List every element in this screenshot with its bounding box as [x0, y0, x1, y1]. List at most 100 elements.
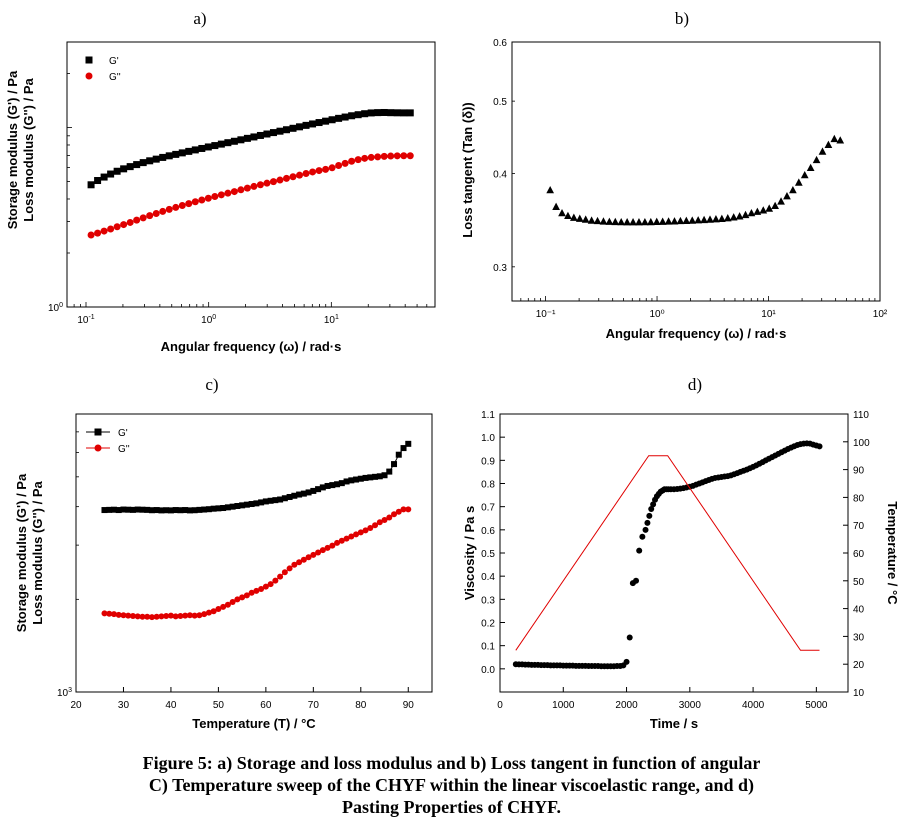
data-point [94, 229, 102, 237]
data-point [144, 506, 151, 513]
data-point [286, 565, 293, 572]
series-b-0 [546, 134, 845, 226]
data-point [100, 227, 108, 235]
x-tick-label: 50 [213, 700, 225, 711]
data-point [146, 157, 154, 165]
data-point [348, 477, 355, 484]
data-point [393, 152, 401, 160]
data-point [230, 188, 238, 196]
data-point [291, 492, 298, 499]
x-tick-label: 5000 [805, 700, 828, 711]
x-tick-label: 70 [308, 700, 320, 711]
y-tick-label: 0.1 [481, 642, 495, 653]
data-point [253, 587, 260, 594]
data-point [139, 613, 146, 620]
data-point [348, 533, 355, 540]
x-tick-label: 10² [873, 309, 888, 320]
data-point [806, 163, 815, 172]
data-point [319, 484, 326, 491]
y-tick-label: 0.8 [481, 480, 495, 491]
data-point [387, 109, 395, 117]
y-tick-label: 0.6 [481, 526, 495, 537]
data-point [300, 490, 307, 497]
data-point [234, 502, 241, 509]
data-point [101, 507, 108, 514]
series-line [515, 455, 820, 651]
data-point [215, 505, 222, 512]
data-point [134, 613, 141, 620]
x-tick-label: 30 [118, 700, 130, 711]
data-point [158, 507, 165, 514]
data-point [243, 592, 250, 599]
data-point [159, 207, 167, 215]
data-point [281, 495, 288, 502]
data-point [94, 177, 102, 185]
data-point [335, 161, 343, 169]
data-point [406, 109, 414, 117]
data-point [688, 216, 697, 224]
data-point [250, 182, 258, 190]
y-axis-title: Viscosity / Pa s [462, 506, 477, 600]
data-point [617, 217, 626, 226]
x-axis-title: Angular frequency (ω) / rad·s [606, 326, 787, 341]
data-point [664, 217, 673, 225]
data-point [243, 184, 251, 192]
data-point [201, 611, 208, 618]
data-point [639, 533, 646, 540]
series-c-0 [101, 440, 412, 514]
data-point [309, 120, 317, 128]
data-point [267, 581, 274, 588]
data-point [167, 507, 174, 514]
data-point [163, 507, 170, 514]
data-point [635, 218, 643, 226]
data-point [381, 517, 388, 524]
plot-frame [499, 413, 849, 693]
data-point [646, 512, 653, 519]
data-point [334, 539, 341, 546]
data-point [215, 606, 222, 613]
data-point [777, 197, 785, 205]
data-point [824, 140, 833, 148]
data-point [139, 159, 147, 167]
y2-tick-label: 80 [853, 493, 865, 504]
data-point [636, 547, 643, 554]
x-tick-label: 10-1 [77, 314, 94, 326]
data-point [256, 131, 264, 139]
data-point [115, 507, 122, 514]
data-point [380, 152, 388, 160]
data-point [747, 208, 756, 217]
x-tick-label: 80 [355, 700, 367, 711]
data-point [263, 130, 271, 138]
data-point [211, 192, 219, 200]
data-point [113, 167, 121, 175]
data-point [172, 203, 180, 211]
legend-label: G'' [118, 444, 130, 455]
x-tick-label: 20 [70, 700, 82, 711]
x-tick-label: 3000 [679, 700, 702, 711]
data-point [210, 608, 217, 615]
data-point [153, 507, 160, 514]
data-point [201, 506, 208, 513]
data-point [129, 613, 136, 620]
data-point [648, 505, 655, 512]
data-point [196, 612, 203, 619]
data-point [185, 200, 193, 208]
data-point [354, 156, 362, 164]
data-point [172, 150, 180, 158]
data-point [361, 154, 369, 162]
data-point [309, 168, 317, 176]
data-point [87, 231, 95, 239]
data-point [177, 613, 184, 620]
data-point [256, 181, 264, 189]
data-point [224, 504, 231, 511]
x-axis-title: Temperature (T) / °C [192, 716, 316, 731]
y2-tick-label: 60 [853, 549, 865, 560]
data-point [220, 603, 227, 610]
x-tick-label: 2000 [615, 700, 638, 711]
data-point [153, 613, 160, 620]
x-axis-title: Time / s [650, 716, 698, 731]
data-point [400, 152, 408, 160]
data-point [783, 191, 791, 200]
data-point [101, 610, 108, 617]
data-point [224, 601, 231, 608]
